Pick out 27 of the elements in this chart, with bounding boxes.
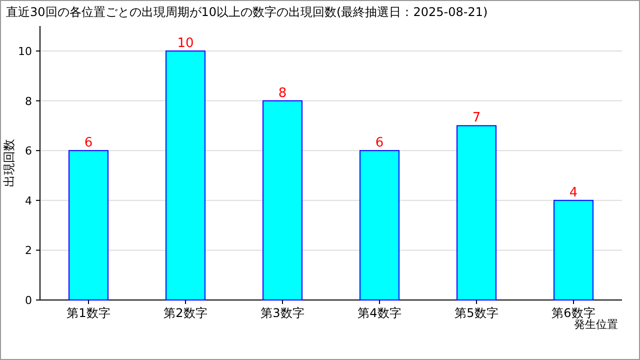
- x-tick-label: 第6数字: [552, 306, 596, 320]
- x-tick-label: 第5数字: [454, 306, 498, 320]
- bar: [262, 100, 302, 300]
- data-label: 8: [278, 86, 287, 101]
- y-tick-label: 2: [25, 244, 32, 258]
- y-tick-label: 0: [25, 294, 32, 307]
- data-label: 6: [375, 136, 384, 151]
- y-tick-label: 6: [25, 144, 32, 158]
- x-tick-label: 第1数字: [66, 306, 110, 320]
- y-tick-label: 4: [25, 194, 32, 208]
- data-label: 4: [569, 185, 578, 200]
- x-tick-label: 第2数字: [164, 306, 208, 320]
- x-tick-label: 第3数字: [260, 306, 304, 320]
- y-tick-label: 10: [18, 45, 32, 58]
- bar: [360, 150, 400, 300]
- x-tick-label: 第4数字: [358, 306, 402, 320]
- y-axis-title: 出現回数: [2, 139, 16, 187]
- chart-title: 直近30回の各位置ごとの出現周期が10以上の数字の出現回数(最終抽選日：2025-08-21): [6, 5, 488, 19]
- data-label: 10: [177, 36, 194, 51]
- bar: [554, 200, 594, 300]
- data-label: 6: [84, 136, 93, 151]
- data-label: 7: [472, 110, 481, 126]
- bar: [456, 125, 496, 300]
- bar: [68, 150, 108, 300]
- x-axis-title: 発生位置: [574, 318, 618, 331]
- y-tick-label: 8: [25, 94, 32, 108]
- bar: [166, 50, 206, 300]
